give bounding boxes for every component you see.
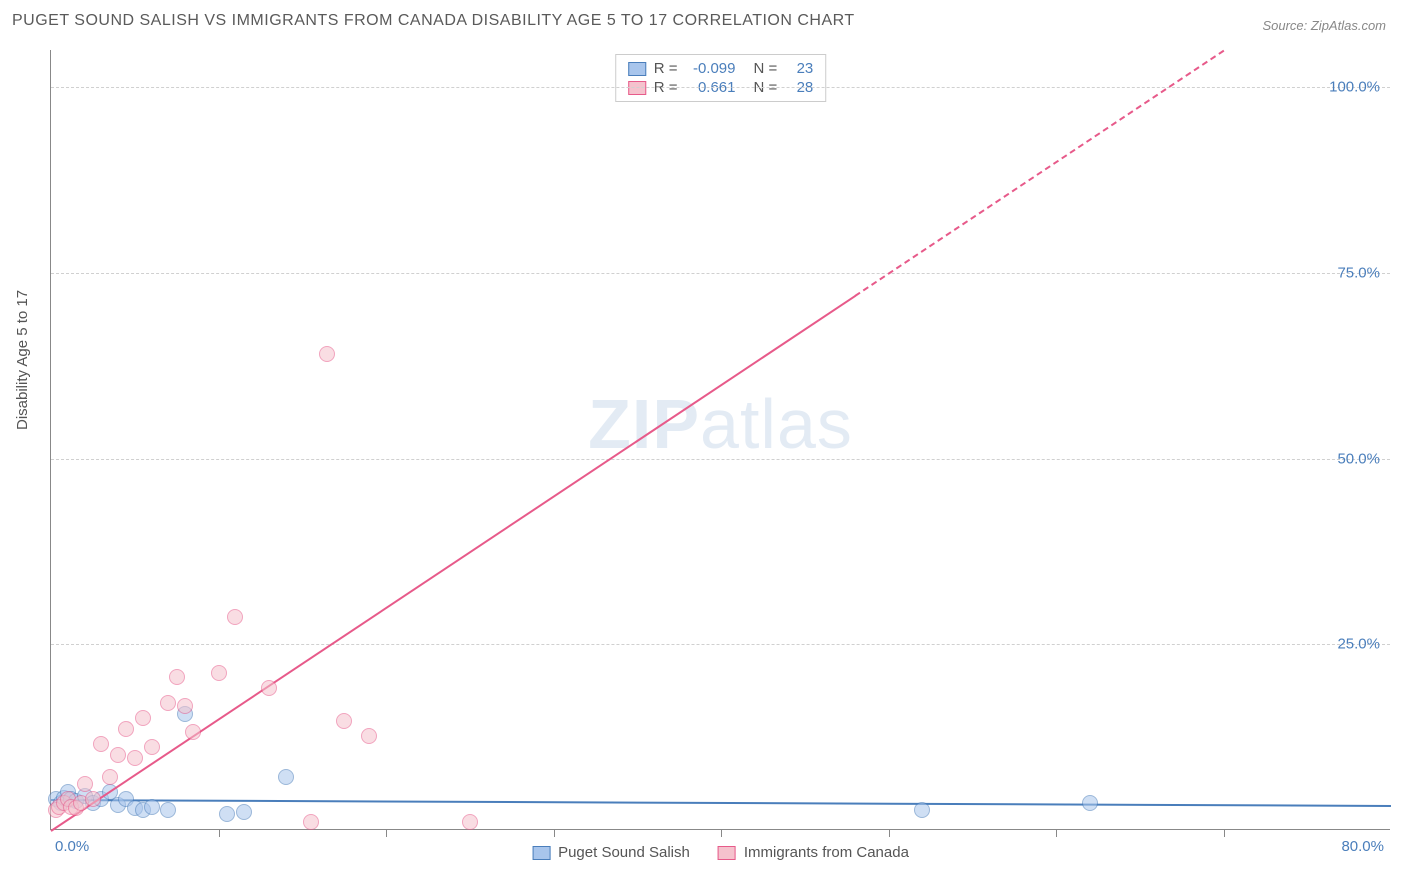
x-tick — [1056, 829, 1057, 837]
data-point — [278, 769, 294, 785]
x-tick — [1224, 829, 1225, 837]
watermark-rest: atlas — [700, 385, 853, 463]
series-legend-item: Immigrants from Canada — [718, 844, 909, 861]
data-point — [110, 747, 126, 763]
data-point — [144, 799, 160, 815]
legend-swatch — [628, 62, 646, 76]
gridline — [51, 644, 1390, 645]
y-tick-label: 50.0% — [1337, 450, 1380, 467]
watermark: ZIPatlas — [588, 384, 853, 464]
chart-title: PUGET SOUND SALISH VS IMMIGRANTS FROM CA… — [12, 12, 855, 30]
n-label: N = — [754, 60, 778, 77]
data-point — [1082, 795, 1098, 811]
x-tick — [721, 829, 722, 837]
legend-swatch — [718, 846, 736, 860]
data-point — [219, 806, 235, 822]
r-label: R = — [654, 60, 678, 77]
trend-line — [50, 295, 855, 832]
data-point — [102, 769, 118, 785]
x-max-label: 80.0% — [1341, 838, 1384, 855]
data-point — [914, 802, 930, 818]
n-value: 23 — [785, 60, 813, 77]
x-tick — [219, 829, 220, 837]
data-point — [135, 710, 151, 726]
data-point — [160, 695, 176, 711]
plot-area: ZIPatlas R =-0.099N =23R =0.661N =28 Pug… — [50, 50, 1390, 830]
data-point — [160, 802, 176, 818]
data-point — [211, 665, 227, 681]
data-point — [319, 346, 335, 362]
data-point — [118, 721, 134, 737]
data-point — [177, 698, 193, 714]
watermark-bold: ZIP — [588, 385, 700, 463]
data-point — [185, 724, 201, 740]
series-legend-item: Puget Sound Salish — [532, 844, 690, 861]
data-point — [361, 728, 377, 744]
y-tick-label: 100.0% — [1329, 79, 1380, 96]
data-point — [227, 609, 243, 625]
data-point — [77, 776, 93, 792]
source-credit: Source: ZipAtlas.com — [1262, 18, 1386, 33]
gridline — [51, 459, 1390, 460]
gridline — [51, 273, 1390, 274]
data-point — [303, 814, 319, 830]
data-point — [169, 669, 185, 685]
data-point — [462, 814, 478, 830]
trend-line — [51, 799, 1391, 807]
r-value: -0.099 — [686, 60, 736, 77]
series-legend: Puget Sound Salish Immigrants from Canada — [532, 844, 909, 861]
data-point — [85, 791, 101, 807]
correlation-legend: R =-0.099N =23R =0.661N =28 — [615, 54, 827, 102]
data-point — [336, 713, 352, 729]
data-point — [127, 750, 143, 766]
data-point — [236, 804, 252, 820]
data-point — [261, 680, 277, 696]
x-min-label: 0.0% — [55, 838, 89, 855]
legend-row: R = -0.099 N = 23 — [628, 59, 814, 78]
y-axis-label: Disability Age 5 to 17 — [14, 290, 31, 430]
x-tick — [554, 829, 555, 837]
x-tick — [889, 829, 890, 837]
y-tick-label: 25.0% — [1337, 636, 1380, 653]
series-name: Puget Sound Salish — [558, 844, 690, 861]
y-tick-label: 75.0% — [1337, 264, 1380, 281]
legend-swatch — [532, 846, 550, 860]
data-point — [93, 736, 109, 752]
x-tick — [386, 829, 387, 837]
data-point — [144, 739, 160, 755]
gridline — [51, 87, 1390, 88]
series-name: Immigrants from Canada — [744, 844, 909, 861]
